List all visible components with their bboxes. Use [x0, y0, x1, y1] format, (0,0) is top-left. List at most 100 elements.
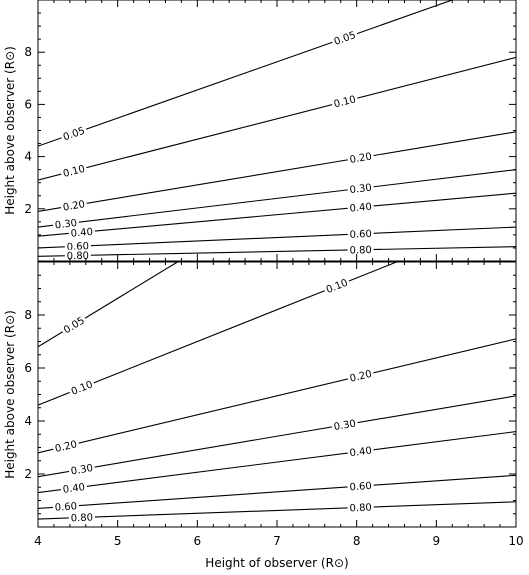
- contour-line-0_80: [38, 501, 516, 520]
- contour-label: 0.20: [62, 199, 86, 214]
- contour-label-background: [347, 199, 375, 215]
- x-tick-label: 4: [34, 534, 42, 548]
- contour-label-group: 0.40: [60, 480, 88, 496]
- contours: 0.050.050.100.100.200.200.300.300.400.40…: [38, 0, 516, 262]
- contour-label: 0.40: [62, 482, 85, 496]
- y-axis-label: Height above observer (R⊙): [3, 46, 17, 215]
- contour-label-background: [59, 123, 89, 144]
- contour-line-0_30: [38, 395, 516, 478]
- contour-label-group: 0.80: [68, 511, 96, 525]
- contour-line-0_60: [38, 474, 516, 509]
- contour-label-group: 0.20: [346, 367, 375, 385]
- contour-line-0_40: [38, 431, 516, 494]
- contour-label-group: 0.80: [64, 249, 91, 262]
- contour-line-0_05: [38, 262, 178, 348]
- y-tick-label: 6: [24, 361, 32, 375]
- contour-line-0_20: [38, 338, 516, 454]
- contour-label-background: [68, 511, 96, 524]
- contour-label-background: [60, 480, 88, 496]
- contour-label: 0.30: [333, 418, 357, 433]
- contour-label-background: [330, 27, 359, 48]
- contour-label-background: [322, 275, 352, 297]
- contour-label-group: 0.60: [52, 499, 80, 514]
- contour-label-group: 0.05: [330, 27, 359, 48]
- contour-label: 0.05: [333, 30, 358, 48]
- y-tick-label: 8: [24, 308, 32, 322]
- contour-label-group: 0.10: [322, 275, 352, 297]
- contour-label-group: 0.20: [60, 197, 88, 214]
- contour-label-group: 0.20: [346, 149, 375, 166]
- y-tick-label: 2: [24, 467, 32, 481]
- contour-label-background: [346, 149, 375, 166]
- contour-label-background: [67, 461, 96, 478]
- contour-label-group: 0.60: [347, 479, 375, 494]
- contour-label: 0.10: [70, 379, 95, 397]
- contour-label-background: [59, 313, 89, 337]
- contour-line-0_40: [38, 192, 516, 237]
- contour-label-background: [346, 367, 375, 385]
- contour-label-background: [347, 479, 375, 493]
- contour-label: 0.30: [70, 463, 94, 478]
- x-tick-label: 7: [273, 534, 281, 548]
- contour-label-group: 0.40: [68, 225, 96, 240]
- plot-frame: [37, 261, 517, 528]
- x-tick-label: 8: [353, 534, 361, 548]
- contour-label: 0.10: [325, 278, 350, 296]
- x-axis-label: Height of observer (R⊙): [205, 556, 348, 570]
- contour-line-0_30: [38, 169, 516, 228]
- contour-label: 0.30: [349, 183, 372, 197]
- x-tick-label: 9: [433, 534, 441, 548]
- contours: 0.05 0.10 0.10 0.20 0.20 0.30 0.30 0.40 0.40 0.60…: [38, 262, 516, 524]
- contour-label-background: [59, 161, 88, 180]
- contour-label: 0.60: [54, 501, 77, 514]
- contour-label-background: [60, 197, 88, 214]
- contour-label-group: 0.10: [67, 377, 97, 399]
- y-tick-label: 6: [24, 97, 32, 111]
- contour-label-group: 0.05: [59, 313, 89, 337]
- contour-label: 0.10: [333, 94, 357, 110]
- top-panel: 0.050.050.100.100.200.200.300.300.400.40…: [3, 0, 517, 262]
- contour-label-background: [347, 243, 374, 257]
- contour-label-group: 0.80: [347, 243, 374, 257]
- contour-label: 0.60: [67, 241, 90, 253]
- y-axis-label: Height above observer (R⊙): [3, 310, 17, 479]
- contour-label-background: [64, 249, 91, 261]
- contour-label: 0.80: [349, 503, 372, 515]
- x-tick-label: 6: [194, 534, 202, 548]
- contour-label: 0.05: [62, 126, 87, 144]
- contour-label: 0.80: [349, 245, 371, 256]
- contour-label-group: 0.40: [346, 443, 375, 460]
- y-tick-label: 8: [24, 45, 32, 59]
- contour-line-0_05: [38, 0, 453, 147]
- y-tick-label: 4: [24, 150, 32, 164]
- contour-label: 0.40: [349, 446, 372, 460]
- contour-label-background: [67, 377, 97, 399]
- contour-line-0_20: [38, 131, 516, 212]
- contour-label-group: 0.10: [330, 92, 359, 110]
- contour-label-background: [347, 180, 375, 196]
- contour-label: 0.20: [54, 439, 78, 455]
- contour-label-group: 0.20: [51, 437, 80, 455]
- y-tick-label: 2: [24, 202, 32, 216]
- contour-label-group: 0.40: [347, 199, 375, 215]
- bottom-panel: 0.05 0.10 0.10 0.20 0.20 0.30 0.30 0.40 0.40 0.60…: [3, 261, 524, 570]
- x-tick-label: 10: [508, 534, 523, 548]
- x-tick-label: 5: [114, 534, 122, 548]
- contour-label-group: 0.30: [330, 416, 359, 433]
- contour-label: 0.60: [349, 481, 372, 494]
- contour-label: 0.40: [349, 202, 372, 215]
- contour-label: 0.10: [62, 164, 86, 180]
- contour-label: 0.60: [349, 229, 372, 241]
- contour-label-background: [330, 416, 359, 433]
- contour-label-background: [347, 500, 374, 514]
- contour-label-background: [347, 227, 374, 241]
- contour-line-0_10: [38, 56, 516, 181]
- contour-label: 0.20: [349, 369, 373, 385]
- contour-label-background: [346, 443, 375, 460]
- contour-label-group: 0.05: [59, 123, 89, 144]
- contour-label: 0.80: [67, 251, 89, 262]
- plot-frame: [37, 0, 517, 262]
- contour-label-group: 0.30: [67, 461, 96, 478]
- contour-label: 0.80: [71, 513, 94, 525]
